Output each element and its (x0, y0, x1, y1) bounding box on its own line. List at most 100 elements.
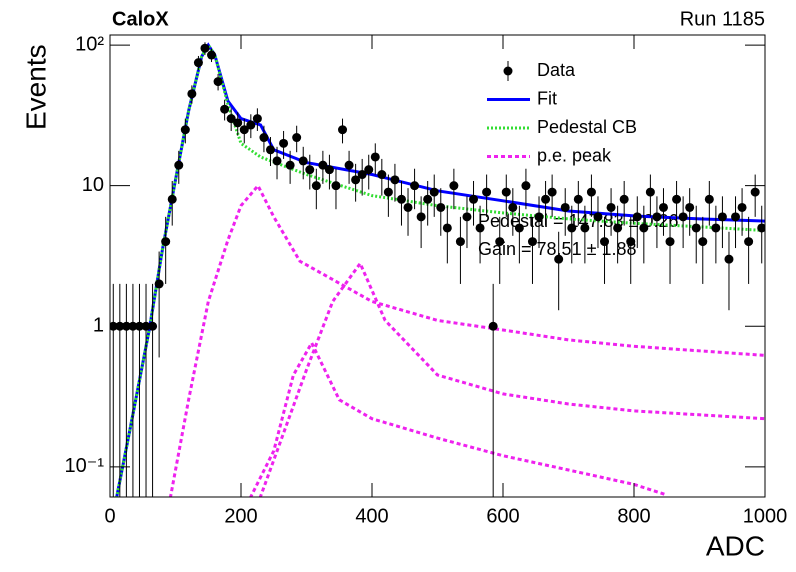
x-tick-label: 1000 (743, 505, 788, 527)
data-point (626, 237, 636, 247)
data-point (685, 202, 695, 212)
data-point (239, 125, 249, 135)
data-point (213, 77, 223, 87)
data-point (724, 254, 734, 264)
data-point (750, 187, 760, 197)
data-point (167, 194, 177, 204)
fit-curve (258, 260, 765, 497)
data-point (442, 223, 452, 233)
data-point (593, 212, 603, 222)
data-point (619, 194, 629, 204)
data-point (148, 321, 158, 331)
data-point (678, 212, 688, 222)
data-point (534, 212, 544, 222)
data-point (495, 237, 505, 247)
data-point (187, 89, 197, 99)
y-tick-label: 10² (75, 33, 104, 55)
data-point (711, 223, 721, 233)
data-point (554, 254, 564, 264)
fit-curve (249, 339, 668, 497)
data-point (246, 120, 256, 130)
data-point (665, 237, 675, 247)
data-point (416, 212, 426, 222)
data-point (154, 279, 164, 289)
data-point (200, 43, 210, 53)
data-point (233, 118, 243, 128)
data-point (527, 237, 537, 247)
fit-curve (168, 183, 765, 497)
data-point (338, 125, 348, 135)
data-point (272, 156, 282, 166)
data-point (364, 165, 374, 175)
chart-title: CaloX (112, 8, 169, 30)
data-point (351, 175, 361, 185)
data-point (560, 202, 570, 212)
data-point (344, 160, 354, 170)
legend-marker (503, 66, 513, 76)
data-point (658, 202, 668, 212)
data-point (645, 187, 655, 197)
data-point (632, 212, 642, 222)
x-tick-label: 600 (486, 505, 519, 527)
data-point (252, 114, 262, 124)
data-point (469, 194, 479, 204)
data-point (396, 194, 406, 204)
data-point (305, 165, 315, 175)
data-point (311, 181, 321, 191)
x-axis-label: ADC (706, 530, 765, 561)
data-point (455, 237, 465, 247)
frame (109, 34, 766, 498)
data-point (174, 160, 184, 170)
data-point (514, 223, 524, 233)
y-axis-label: Events (20, 44, 51, 130)
y-tick-label: 1 (93, 315, 104, 337)
data-point (436, 202, 446, 212)
data-point (744, 237, 754, 247)
x-tick-label: 400 (355, 505, 388, 527)
data-point (508, 202, 518, 212)
plot-area (110, 42, 765, 497)
data-point (331, 181, 341, 191)
data-point (259, 133, 269, 143)
data-point (390, 175, 400, 185)
data-point (429, 187, 439, 197)
data-point (586, 187, 596, 197)
data-point (691, 223, 701, 233)
data-point (324, 165, 334, 175)
data-point (573, 194, 583, 204)
data-point (717, 212, 727, 222)
data-point (567, 223, 577, 233)
data-point (639, 223, 649, 233)
data-point (501, 187, 511, 197)
data-point (226, 114, 236, 124)
run-label: Run 1185 (680, 8, 765, 30)
data-point (318, 160, 328, 170)
data-point (521, 181, 531, 191)
y-tick-label: 10 (82, 174, 104, 196)
x-tick-label: 800 (617, 505, 650, 527)
legend-label: Pedestal CB (537, 117, 637, 137)
data-point (161, 237, 171, 247)
data-point (403, 202, 413, 212)
data-point (298, 156, 308, 166)
data-point (757, 223, 765, 233)
data-point (180, 125, 190, 135)
data-point (737, 202, 747, 212)
data-point (423, 194, 433, 204)
y-tick-label: 10⁻¹ (65, 455, 105, 477)
data-point (488, 321, 498, 331)
data-point (672, 194, 682, 204)
x-tick-label: 0 (104, 505, 115, 527)
legend-label: Fit (537, 88, 557, 108)
data-point (128, 321, 138, 331)
data-point (292, 133, 302, 143)
data-point (265, 145, 275, 155)
legend-label: Data (537, 60, 576, 80)
data-point (410, 181, 420, 191)
data-point (580, 223, 590, 233)
data-point (134, 321, 144, 331)
data-point (652, 212, 662, 222)
annotation: Gain = 78.51 ± 1.88 (478, 239, 637, 259)
data-point (377, 170, 387, 180)
